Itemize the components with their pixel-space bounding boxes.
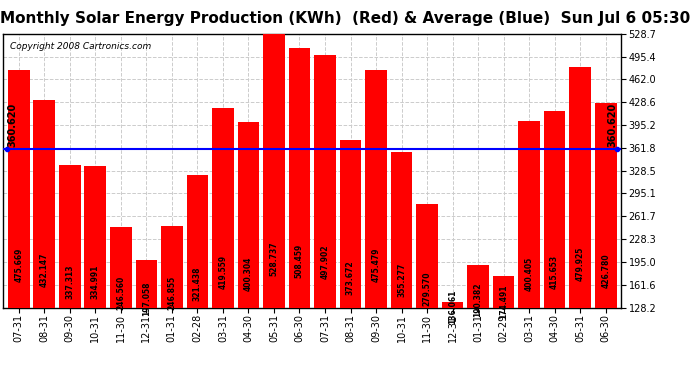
- Bar: [467, 265, 489, 308]
- Text: 136.061: 136.061: [448, 290, 457, 324]
- Text: Copyright 2008 Cartronics.com: Copyright 2008 Cartronics.com: [10, 42, 151, 51]
- Text: 400.304: 400.304: [244, 257, 253, 291]
- Text: 337.313: 337.313: [66, 264, 75, 299]
- Text: 497.902: 497.902: [320, 245, 330, 279]
- Bar: [110, 226, 132, 308]
- Bar: [8, 70, 30, 308]
- Text: 246.560: 246.560: [117, 276, 126, 310]
- Bar: [339, 140, 362, 308]
- Text: 528.737: 528.737: [270, 241, 279, 276]
- Bar: [518, 122, 540, 308]
- Bar: [186, 176, 208, 308]
- Bar: [569, 67, 591, 308]
- Text: 321.438: 321.438: [193, 267, 202, 301]
- Text: 400.405: 400.405: [524, 257, 533, 291]
- Bar: [544, 111, 566, 308]
- Text: 360.620: 360.620: [607, 103, 617, 147]
- Bar: [135, 260, 157, 308]
- Text: 373.672: 373.672: [346, 260, 355, 295]
- Text: 475.669: 475.669: [14, 248, 23, 282]
- Bar: [391, 152, 413, 308]
- Text: 479.925: 479.925: [575, 247, 584, 281]
- Bar: [237, 122, 259, 308]
- Text: 334.991: 334.991: [91, 265, 100, 299]
- Bar: [442, 302, 464, 307]
- Text: 475.479: 475.479: [371, 248, 380, 282]
- Text: 355.277: 355.277: [397, 262, 406, 297]
- Text: 426.780: 426.780: [601, 254, 610, 288]
- Text: 197.058: 197.058: [142, 282, 151, 316]
- Text: 279.570: 279.570: [422, 272, 431, 306]
- Bar: [263, 34, 285, 308]
- Text: 419.559: 419.559: [219, 255, 228, 289]
- Bar: [59, 165, 81, 308]
- Text: 174.491: 174.491: [499, 285, 508, 319]
- Bar: [595, 104, 617, 308]
- Bar: [212, 108, 234, 307]
- Bar: [84, 166, 106, 308]
- Bar: [33, 100, 55, 308]
- Text: 246.855: 246.855: [168, 276, 177, 310]
- Text: 432.147: 432.147: [40, 253, 49, 287]
- Text: Monthly Solar Energy Production (KWh)  (Red) & Average (Blue)  Sun Jul 6 05:30: Monthly Solar Energy Production (KWh) (R…: [0, 11, 690, 26]
- Bar: [365, 70, 387, 308]
- Bar: [161, 226, 183, 308]
- Text: 508.459: 508.459: [295, 244, 304, 278]
- Bar: [288, 48, 311, 308]
- Text: 415.653: 415.653: [550, 255, 559, 289]
- Text: 190.382: 190.382: [473, 283, 482, 317]
- Bar: [314, 55, 336, 308]
- Bar: [493, 276, 515, 308]
- Text: 360.620: 360.620: [8, 103, 17, 147]
- Bar: [416, 204, 438, 308]
